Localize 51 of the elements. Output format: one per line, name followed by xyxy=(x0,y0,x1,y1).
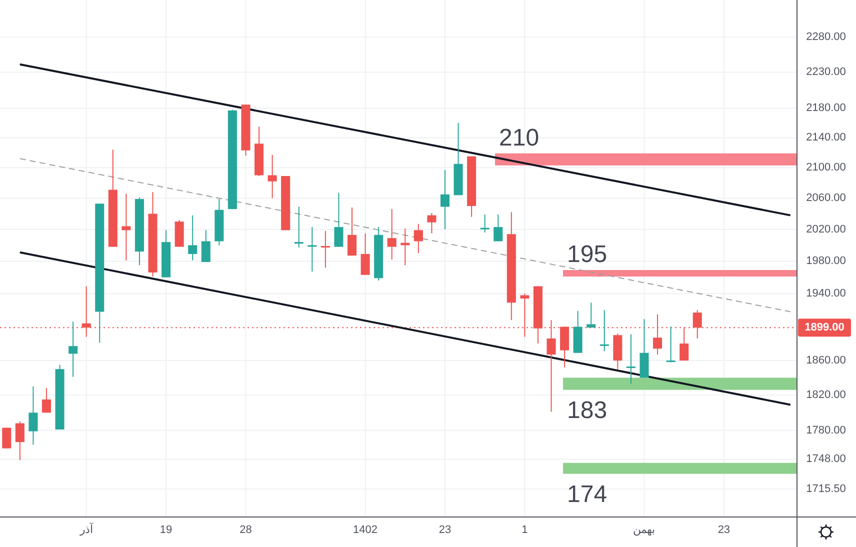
candlestick xyxy=(320,230,330,268)
x-tick-label: 19 xyxy=(160,524,172,536)
x-tick-label: بهمن xyxy=(633,524,656,536)
y-tick-label: 2060.00 xyxy=(806,192,846,204)
candlestick xyxy=(15,421,24,461)
y-tick-label: 1980.00 xyxy=(806,255,846,268)
candlestick xyxy=(440,169,450,230)
x-tick-label: 28 xyxy=(240,524,252,536)
candlestick xyxy=(586,302,596,328)
y-tick-label: 2140.00 xyxy=(806,132,846,144)
y-tick-label: 2230.00 xyxy=(806,66,846,78)
x-tick-label: 1402 xyxy=(353,524,378,536)
x-tick-label: 1 xyxy=(522,524,528,536)
candlestick xyxy=(68,321,78,378)
candlestick xyxy=(387,208,396,260)
band-label: 174 xyxy=(567,480,608,508)
candlestick xyxy=(666,326,676,363)
y-tick-label: 1940.00 xyxy=(806,288,846,300)
candlestick xyxy=(308,226,317,272)
candlestick xyxy=(294,206,304,248)
candlestick xyxy=(427,212,436,234)
candlestick xyxy=(414,223,423,254)
candlestick xyxy=(626,334,636,384)
x-tick-label: 23 xyxy=(718,524,730,536)
candlestick xyxy=(494,214,503,242)
band-label: 195 xyxy=(567,241,608,268)
candlestick xyxy=(201,230,210,262)
candlestick xyxy=(42,388,52,414)
candlestick xyxy=(600,310,609,352)
candlestick xyxy=(480,214,490,234)
x-tick-label: 23 xyxy=(438,524,452,536)
y-tick-label: 1715.50 xyxy=(806,482,846,495)
candlestick xyxy=(360,232,370,276)
band-label: 210 xyxy=(499,124,540,152)
x-tick-label: آذر xyxy=(78,522,94,536)
candlestick xyxy=(28,386,38,446)
band-label: 183 xyxy=(567,396,608,424)
y-tick-label: 2180.00 xyxy=(806,102,846,114)
candlestick xyxy=(2,427,12,449)
y-tick-label: 2100.00 xyxy=(806,162,846,174)
candlestick xyxy=(268,154,277,199)
y-tick-label: 1780.00 xyxy=(806,424,846,436)
candlestick xyxy=(188,214,198,261)
y-tick-label: 2280.00 xyxy=(806,30,846,43)
ref-line-label: 1899.00 xyxy=(804,321,844,334)
candlestick xyxy=(347,207,357,256)
y-tick-label: 2020.00 xyxy=(806,223,846,236)
y-tick-label: 1820.00 xyxy=(806,388,846,401)
y-tick-label: 1860.00 xyxy=(806,354,846,366)
candlestick xyxy=(334,192,344,248)
y-tick-label: 1748.00 xyxy=(806,453,846,466)
